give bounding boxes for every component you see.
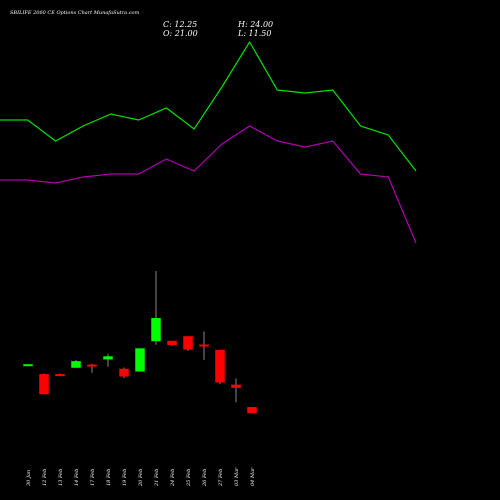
indicator-line-1 bbox=[0, 40, 417, 172]
candle-body bbox=[135, 348, 145, 372]
candle-body bbox=[71, 361, 81, 368]
x-tick-label: 18 Feb bbox=[106, 469, 112, 486]
x-tick-label: 14 Feb bbox=[74, 469, 80, 486]
candle-body bbox=[167, 340, 177, 346]
chart-title: SBILIFE 2060 CE Options Chart MunafaSutr… bbox=[10, 10, 140, 16]
x-tick-label: 13 Feb bbox=[58, 469, 64, 486]
x-tick-label: 27 Feb bbox=[218, 469, 224, 487]
low-label: L: 11.50 bbox=[237, 29, 271, 38]
candle-body bbox=[183, 336, 193, 350]
candle-body bbox=[247, 407, 257, 414]
candle-body bbox=[199, 344, 209, 347]
high-label: H: 24.00 bbox=[237, 20, 273, 29]
x-tick-label: 24 Feb bbox=[170, 469, 176, 487]
x-tick-label: 25 Feb bbox=[186, 469, 192, 487]
x-tick-label: 26 Feb bbox=[202, 469, 208, 487]
candle-body bbox=[231, 384, 241, 388]
x-tick-label: 17 Feb bbox=[90, 469, 96, 486]
candle-body bbox=[151, 318, 161, 342]
x-tick-label: 30 Jan bbox=[26, 470, 32, 486]
candle-body bbox=[55, 374, 65, 377]
x-tick-label: 03 Mar bbox=[234, 467, 240, 486]
x-axis-ticks: 30 Jan 12 Feb 13 Feb 14 Feb 17 Feb 18 Feb 19 F… bbox=[26, 467, 256, 487]
candle-body bbox=[103, 356, 113, 360]
candle-body bbox=[23, 364, 33, 367]
candle-body bbox=[119, 368, 129, 377]
indicator-line-2 bbox=[0, 125, 417, 244]
close-label: C: 12.25 bbox=[163, 20, 197, 29]
candle-body bbox=[87, 364, 97, 367]
open-label: O: 21.00 bbox=[163, 29, 198, 38]
candle-body bbox=[39, 374, 49, 395]
indicator-lines bbox=[0, 40, 417, 244]
candles bbox=[23, 270, 257, 414]
candle-body bbox=[215, 349, 225, 383]
x-tick-label: 04 Mar bbox=[250, 467, 256, 486]
x-tick-label: 21 Feb bbox=[154, 469, 160, 487]
x-tick-label: 20 Feb bbox=[138, 469, 144, 487]
x-tick-label: 12 Feb bbox=[42, 469, 48, 486]
x-tick-label: 19 Feb bbox=[122, 469, 128, 486]
